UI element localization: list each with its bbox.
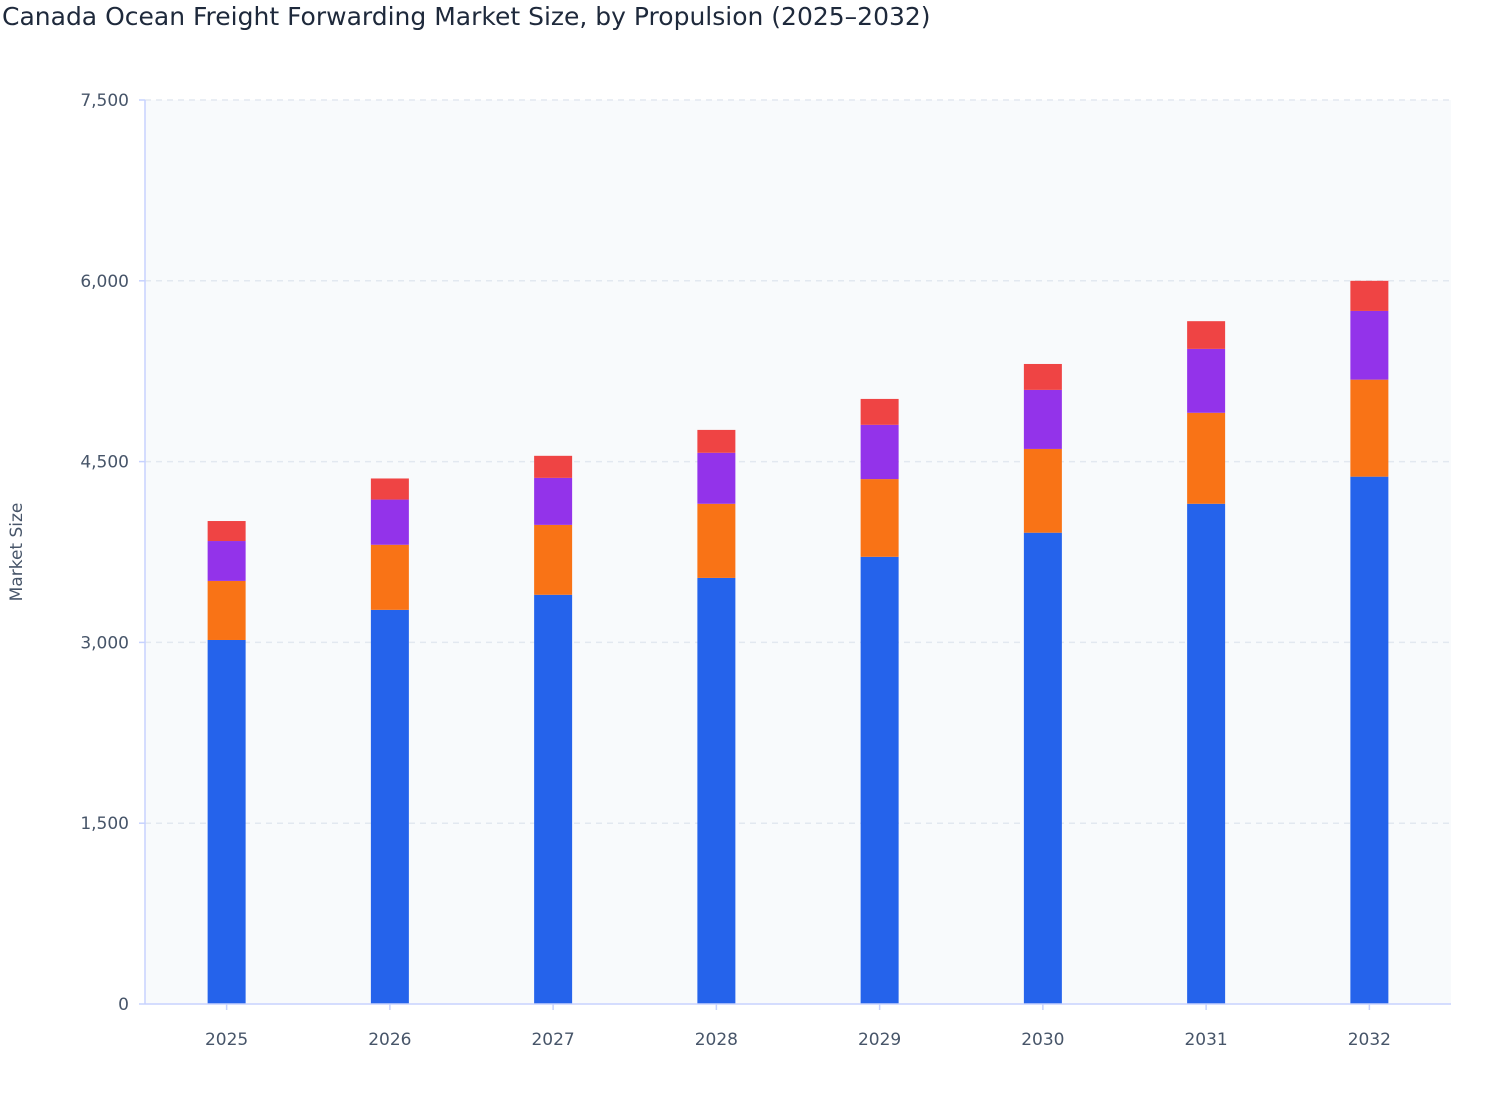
x-tick-label: 2029: [858, 1030, 901, 1050]
x-tick-label: 2030: [1021, 1030, 1064, 1050]
y-tick-label: 1,500: [80, 814, 129, 834]
bar-segment-2026-series-3: [370, 499, 409, 545]
bar-segment-2025-series-3: [207, 541, 246, 581]
bar-segment-2030-series-3: [1023, 389, 1062, 449]
plot-area: [145, 100, 1451, 1004]
bar-segment-2030-series-4: [1023, 363, 1062, 390]
x-tick-label: 2026: [368, 1030, 411, 1050]
y-tick-label: 4,500: [80, 453, 129, 473]
x-tick-label: 2032: [1348, 1030, 1391, 1050]
bar-segment-2026-series-1: [370, 609, 409, 1004]
bar-segment-2032-series-4: [1350, 280, 1389, 311]
bar-segment-2030-series-1: [1023, 532, 1062, 1004]
bar-segment-2032-series-2: [1350, 379, 1389, 477]
bar-segment-2027-series-4: [534, 455, 573, 478]
bar-segment-2025-series-2: [207, 580, 246, 640]
bar-segment-2027-series-1: [534, 594, 573, 1004]
y-tick-label: 6,000: [80, 272, 129, 292]
bar-segment-2028-series-4: [697, 429, 736, 453]
bar-segment-2031-series-2: [1187, 412, 1226, 504]
chart-title: Canada Ocean Freight Forwarding Market S…: [2, 2, 931, 31]
bar-segment-2031-series-4: [1187, 321, 1226, 349]
bar-segment-2028-series-3: [697, 452, 736, 504]
bar-segment-2026-series-4: [370, 478, 409, 500]
x-tick-label: 2028: [695, 1030, 738, 1050]
bar-segment-2026-series-2: [370, 544, 409, 610]
y-tick-label: 7,500: [80, 91, 129, 111]
bar-segment-2025-series-4: [207, 521, 246, 542]
bar-segment-2027-series-3: [534, 477, 573, 525]
bar-segment-2027-series-2: [534, 524, 573, 595]
bar-segment-2028-series-2: [697, 503, 736, 578]
y-tick-label: 3,000: [80, 633, 129, 653]
y-axis-label: Market Size: [7, 503, 27, 602]
x-tick-label: 2031: [1184, 1030, 1227, 1050]
bar-segment-2031-series-1: [1187, 503, 1226, 1004]
y-tick-label: 0: [118, 995, 129, 1015]
bar-segment-2030-series-2: [1023, 448, 1062, 533]
bar-segment-2032-series-1: [1350, 476, 1389, 1005]
bar-segment-2032-series-3: [1350, 310, 1389, 380]
x-tick-label: 2025: [205, 1030, 248, 1050]
bar-segment-2029-series-2: [860, 479, 899, 557]
bar-segment-2028-series-1: [697, 577, 736, 1004]
bar-segment-2031-series-3: [1187, 348, 1226, 413]
bar-segment-2025-series-1: [207, 639, 246, 1004]
bar-segment-2029-series-4: [860, 398, 899, 425]
bar-segment-2029-series-3: [860, 424, 899, 480]
x-tick-label: 2027: [531, 1030, 574, 1050]
bar-segment-2029-series-1: [860, 556, 899, 1004]
